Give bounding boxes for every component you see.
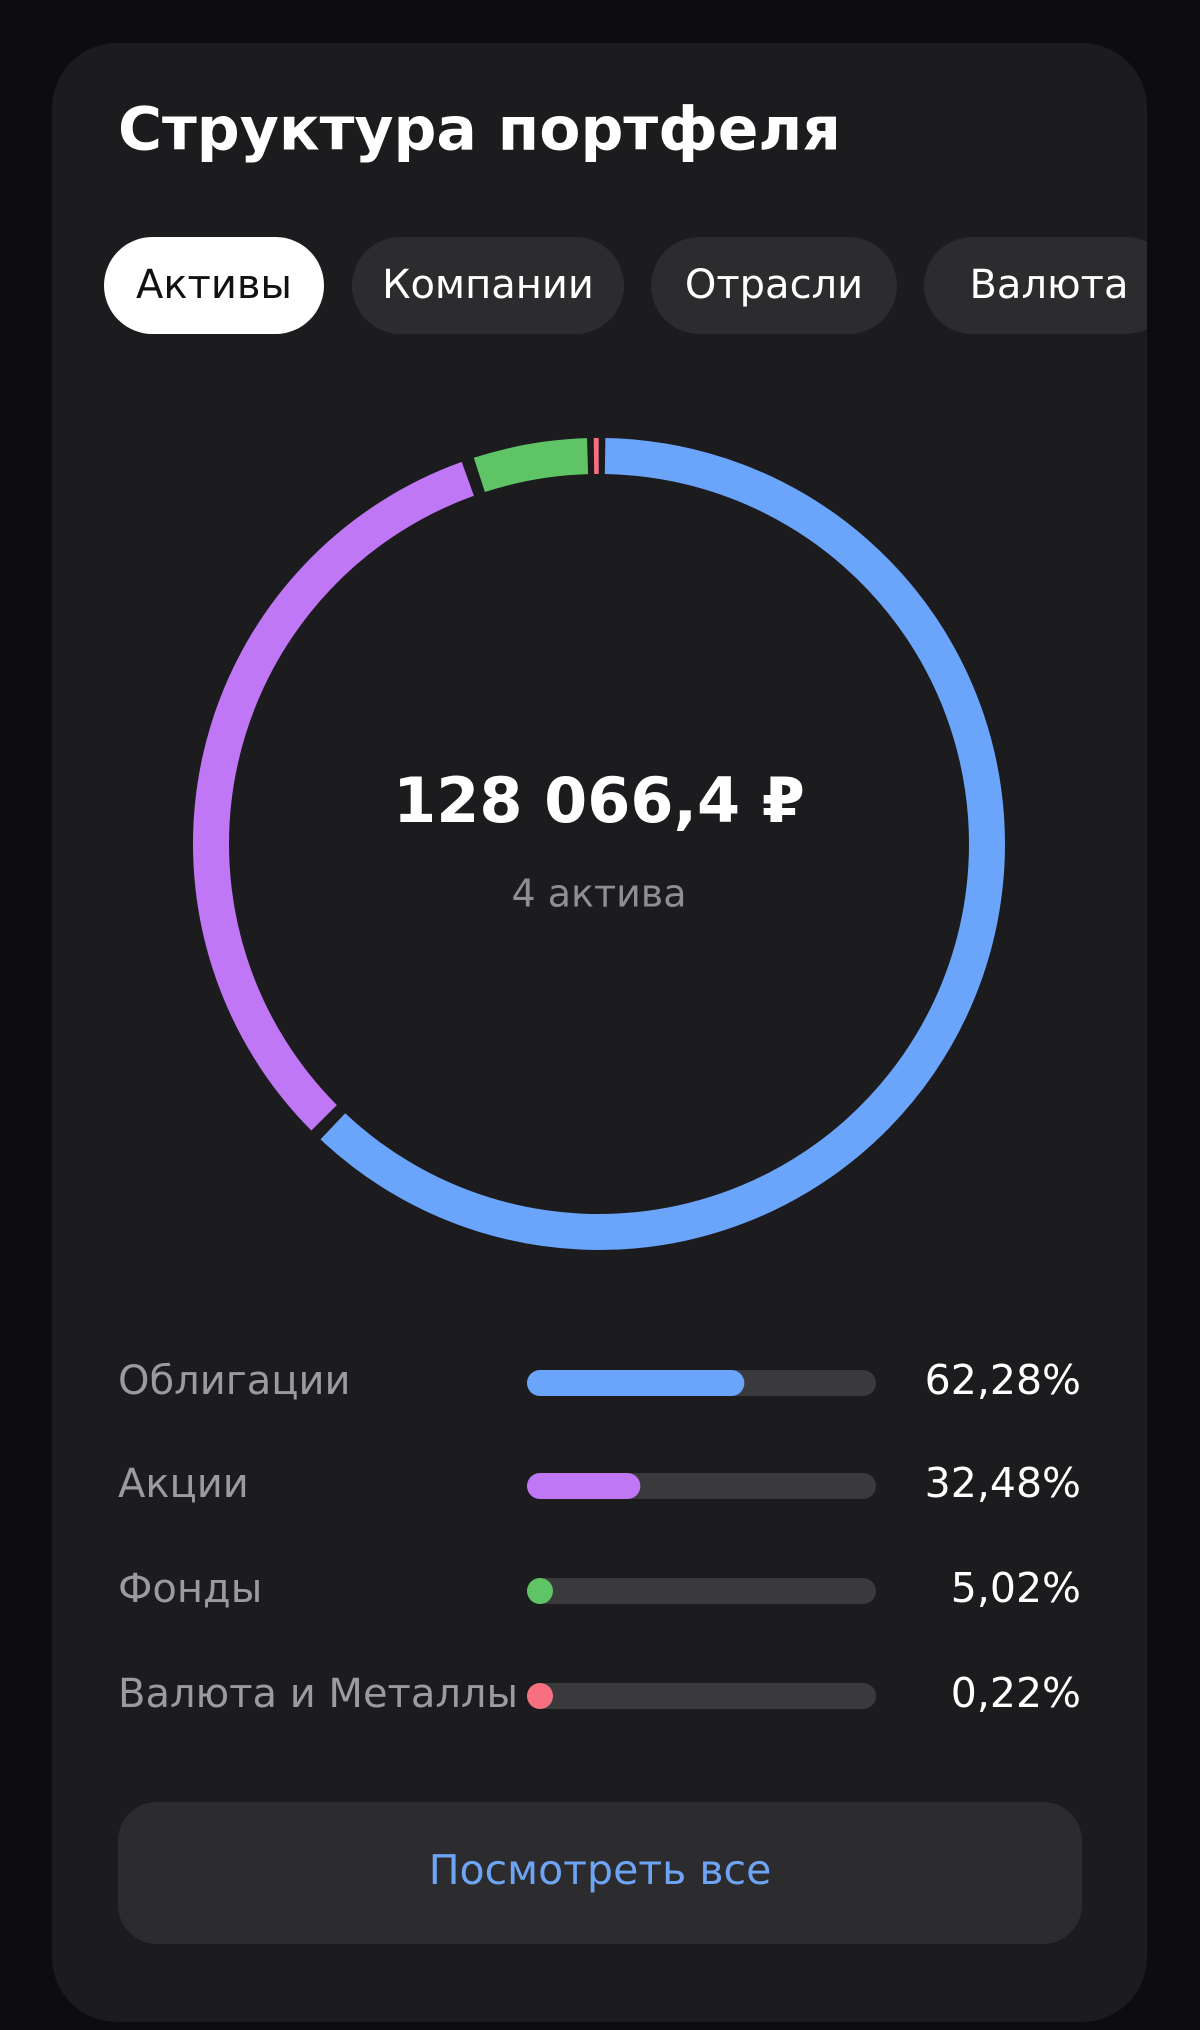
donut-segment	[473, 438, 589, 493]
legend-label: Акции	[118, 1461, 249, 1507]
card	[52, 43, 1147, 2022]
legend-percent: 5,02%	[951, 1564, 1081, 1612]
legend-label: Валюта и Металлы	[118, 1671, 518, 1717]
bar-track	[527, 1578, 876, 1604]
bar-track	[527, 1683, 876, 1709]
donut-segment	[193, 461, 474, 1131]
bar-fill	[527, 1473, 641, 1499]
tab-label[interactable]: Активы	[136, 262, 292, 308]
bar-fill	[527, 1578, 553, 1604]
tab[interactable]	[651, 237, 897, 334]
bar-fill	[527, 1683, 553, 1709]
asset-count: 4 актива	[511, 872, 686, 916]
tab[interactable]	[104, 237, 324, 334]
bar-fill	[527, 1370, 745, 1396]
tab-label[interactable]: Отрасли	[685, 262, 863, 308]
tab[interactable]	[924, 237, 1174, 334]
view-all-button[interactable]	[118, 1802, 1082, 1944]
tab-label[interactable]: Валюта	[969, 262, 1128, 308]
tab[interactable]	[352, 237, 624, 334]
tabs: Активы Компании Отрасли Валюта	[104, 237, 1174, 334]
legend-percent: 32,48%	[925, 1459, 1081, 1507]
legend-percent: 62,28%	[925, 1356, 1081, 1404]
total-value: 128 066,4 ₽	[393, 764, 805, 837]
legend-label: Фонды	[118, 1566, 262, 1612]
card-title: Структура портфеля	[118, 95, 841, 165]
legend-label: Облигации	[118, 1358, 350, 1404]
view-all-label[interactable]: Посмотреть все	[429, 1846, 772, 1894]
donut-segment	[320, 438, 1005, 1250]
legend-percent: 0,22%	[951, 1669, 1081, 1717]
tab-label[interactable]: Компании	[382, 262, 594, 308]
